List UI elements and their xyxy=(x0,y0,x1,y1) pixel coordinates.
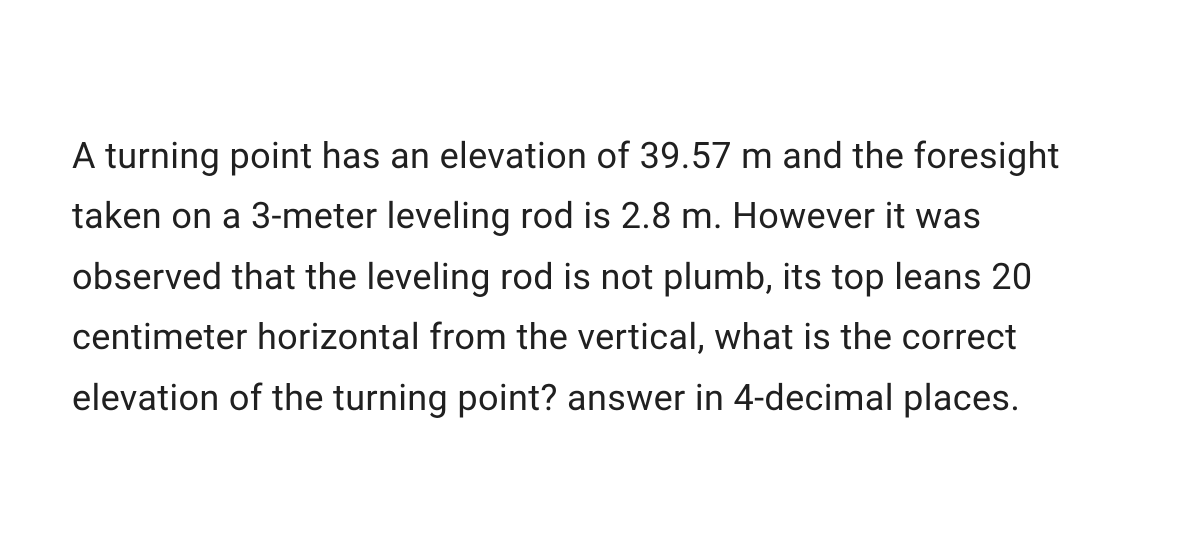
problem-container: A turning point has an elevation of 39.5… xyxy=(0,86,1200,468)
problem-statement: A turning point has an elevation of 39.5… xyxy=(72,126,1128,428)
